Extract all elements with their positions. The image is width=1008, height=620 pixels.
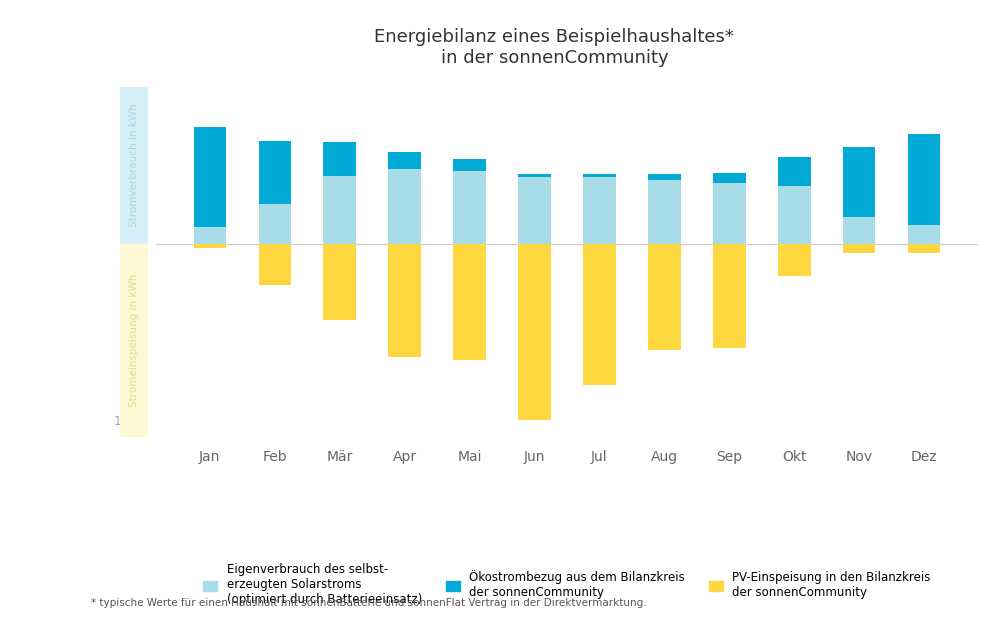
Text: * typische Werte für einen Haushalt mit sonnenBatterie und sonnenFlat Vertrag in: * typische Werte für einen Haushalt mit … bbox=[91, 598, 646, 608]
Bar bbox=[388, 169, 421, 244]
Bar bbox=[388, 153, 421, 169]
Bar bbox=[584, 177, 616, 244]
Bar bbox=[713, 174, 746, 183]
Text: Stromeinspeisung in kWh: Stromeinspeisung in kWh bbox=[129, 274, 139, 407]
Bar bbox=[194, 244, 226, 248]
Bar bbox=[324, 176, 356, 244]
Bar bbox=[258, 204, 291, 244]
Bar bbox=[388, 244, 421, 356]
Bar bbox=[713, 244, 746, 348]
Bar bbox=[518, 174, 550, 177]
Bar bbox=[843, 147, 876, 217]
Bar bbox=[908, 225, 940, 244]
Bar bbox=[908, 134, 940, 225]
Bar bbox=[778, 186, 810, 244]
Bar bbox=[908, 244, 940, 253]
Bar bbox=[454, 171, 486, 244]
Bar bbox=[194, 227, 226, 244]
Text: Stromverbrauch in kWh: Stromverbrauch in kWh bbox=[129, 104, 139, 228]
Bar bbox=[778, 244, 810, 276]
Bar bbox=[584, 174, 616, 177]
Legend: Eigenverbrauch des selbst-
erzeugten Solarstroms
(optimiert durch Batterieeinsat: Eigenverbrauch des selbst- erzeugten Sol… bbox=[204, 564, 930, 606]
Bar bbox=[648, 180, 680, 244]
Bar bbox=[584, 244, 616, 384]
Bar bbox=[324, 244, 356, 320]
Bar bbox=[518, 177, 550, 244]
Text: Energiebilanz eines Beispielhaushaltes*
in der sonnenCommunity: Energiebilanz eines Beispielhaushaltes* … bbox=[374, 28, 735, 67]
Bar bbox=[324, 142, 356, 176]
Bar bbox=[454, 159, 486, 171]
Bar bbox=[518, 244, 550, 420]
Bar bbox=[258, 244, 291, 285]
Bar bbox=[713, 183, 746, 244]
Bar bbox=[843, 217, 876, 244]
Bar bbox=[454, 244, 486, 360]
Bar bbox=[648, 174, 680, 180]
Bar bbox=[194, 127, 226, 227]
Bar bbox=[843, 244, 876, 253]
Bar bbox=[778, 157, 810, 186]
Bar bbox=[648, 244, 680, 350]
Bar bbox=[258, 141, 291, 204]
